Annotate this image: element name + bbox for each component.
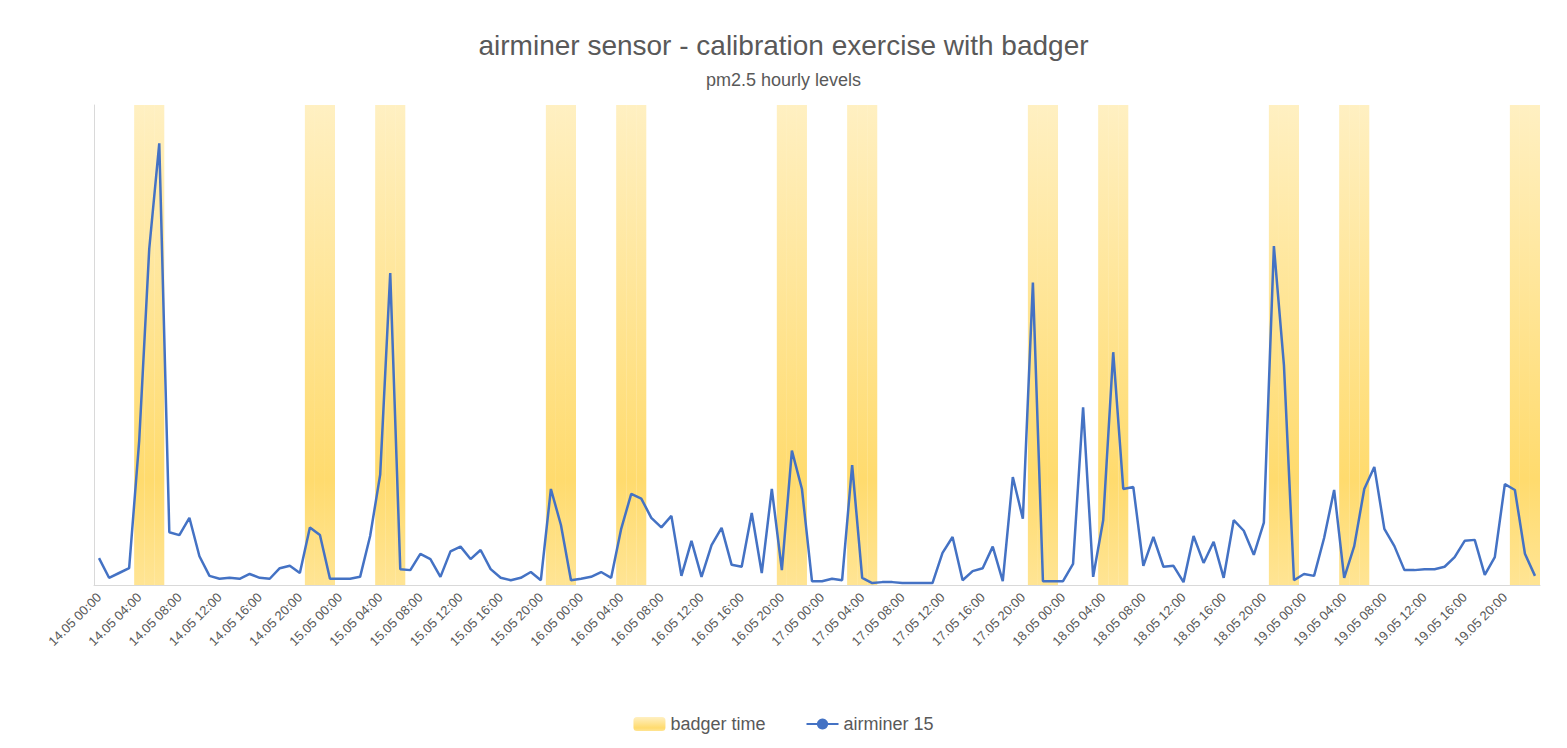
svg-text:19.05 08:00: 19.05 08:00 bbox=[1330, 589, 1390, 649]
svg-text:16.05 16:00: 16.05 16:00 bbox=[687, 589, 747, 649]
svg-text:19.05 00:00: 19.05 00:00 bbox=[1250, 589, 1310, 649]
svg-text:15.05 16:00: 15.05 16:00 bbox=[446, 589, 506, 649]
svg-text:17.05 20:00: 17.05 20:00 bbox=[969, 589, 1029, 649]
svg-text:18.05 04:00: 18.05 04:00 bbox=[1049, 589, 1109, 649]
svg-text:airminer 15: airminer 15 bbox=[844, 714, 934, 734]
svg-text:14.05 00:00: 14.05 00:00 bbox=[45, 589, 105, 649]
svg-text:airminer sensor - calibration: airminer sensor - calibration exercise w… bbox=[478, 30, 1088, 61]
svg-text:17.05 04:00: 17.05 04:00 bbox=[808, 589, 868, 649]
svg-text:17.05 00:00: 17.05 00:00 bbox=[768, 589, 828, 649]
svg-text:18.05 00:00: 18.05 00:00 bbox=[1009, 589, 1069, 649]
svg-text:17.05 08:00: 17.05 08:00 bbox=[848, 589, 908, 649]
svg-text:15.05 04:00: 15.05 04:00 bbox=[326, 589, 386, 649]
svg-text:19.05 16:00: 19.05 16:00 bbox=[1410, 589, 1470, 649]
svg-text:15.05 20:00: 15.05 20:00 bbox=[487, 589, 547, 649]
svg-text:14.05 16:00: 14.05 16:00 bbox=[205, 589, 265, 649]
svg-text:19.05 04:00: 19.05 04:00 bbox=[1290, 589, 1350, 649]
svg-text:15.05 00:00: 15.05 00:00 bbox=[286, 589, 346, 649]
svg-text:18.05 08:00: 18.05 08:00 bbox=[1089, 589, 1149, 649]
svg-text:18.05 20:00: 18.05 20:00 bbox=[1210, 589, 1270, 649]
svg-text:16.05 04:00: 16.05 04:00 bbox=[567, 589, 627, 649]
svg-text:16.05 08:00: 16.05 08:00 bbox=[607, 589, 667, 649]
svg-text:14.05 20:00: 14.05 20:00 bbox=[246, 589, 306, 649]
svg-text:17.05 16:00: 17.05 16:00 bbox=[928, 589, 988, 649]
svg-text:16.05 00:00: 16.05 00:00 bbox=[527, 589, 587, 649]
svg-text:17.05 12:00: 17.05 12:00 bbox=[888, 589, 948, 649]
svg-text:pm2.5 hourly levels: pm2.5 hourly levels bbox=[706, 70, 861, 90]
svg-text:badger time: badger time bbox=[670, 714, 765, 734]
svg-text:18.05 12:00: 18.05 12:00 bbox=[1129, 589, 1189, 649]
svg-text:14.05 12:00: 14.05 12:00 bbox=[165, 589, 225, 649]
svg-text:14.05 08:00: 14.05 08:00 bbox=[125, 589, 185, 649]
svg-text:19.05 20:00: 19.05 20:00 bbox=[1451, 590, 1510, 649]
svg-text:19.05 12:00: 19.05 12:00 bbox=[1370, 589, 1430, 649]
svg-text:15.05 08:00: 15.05 08:00 bbox=[366, 589, 426, 649]
svg-text:16.05 12:00: 16.05 12:00 bbox=[647, 589, 707, 649]
svg-text:14.05 04:00: 14.05 04:00 bbox=[85, 589, 145, 649]
svg-text:15.05 12:00: 15.05 12:00 bbox=[406, 589, 466, 649]
svg-text:16.05 20:00: 16.05 20:00 bbox=[728, 589, 788, 649]
svg-text:18.05 16:00: 18.05 16:00 bbox=[1169, 589, 1229, 649]
